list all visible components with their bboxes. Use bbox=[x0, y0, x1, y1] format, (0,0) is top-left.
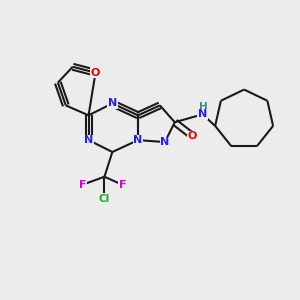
Text: N: N bbox=[84, 135, 93, 145]
Text: O: O bbox=[91, 68, 100, 78]
Text: N: N bbox=[134, 135, 143, 145]
Text: Cl: Cl bbox=[99, 194, 110, 203]
Text: N: N bbox=[108, 98, 117, 108]
Text: F: F bbox=[79, 180, 86, 190]
Text: F: F bbox=[118, 180, 126, 190]
Text: O: O bbox=[188, 131, 197, 141]
Text: H: H bbox=[199, 102, 208, 112]
Text: N: N bbox=[160, 137, 170, 147]
Text: N: N bbox=[198, 109, 207, 119]
